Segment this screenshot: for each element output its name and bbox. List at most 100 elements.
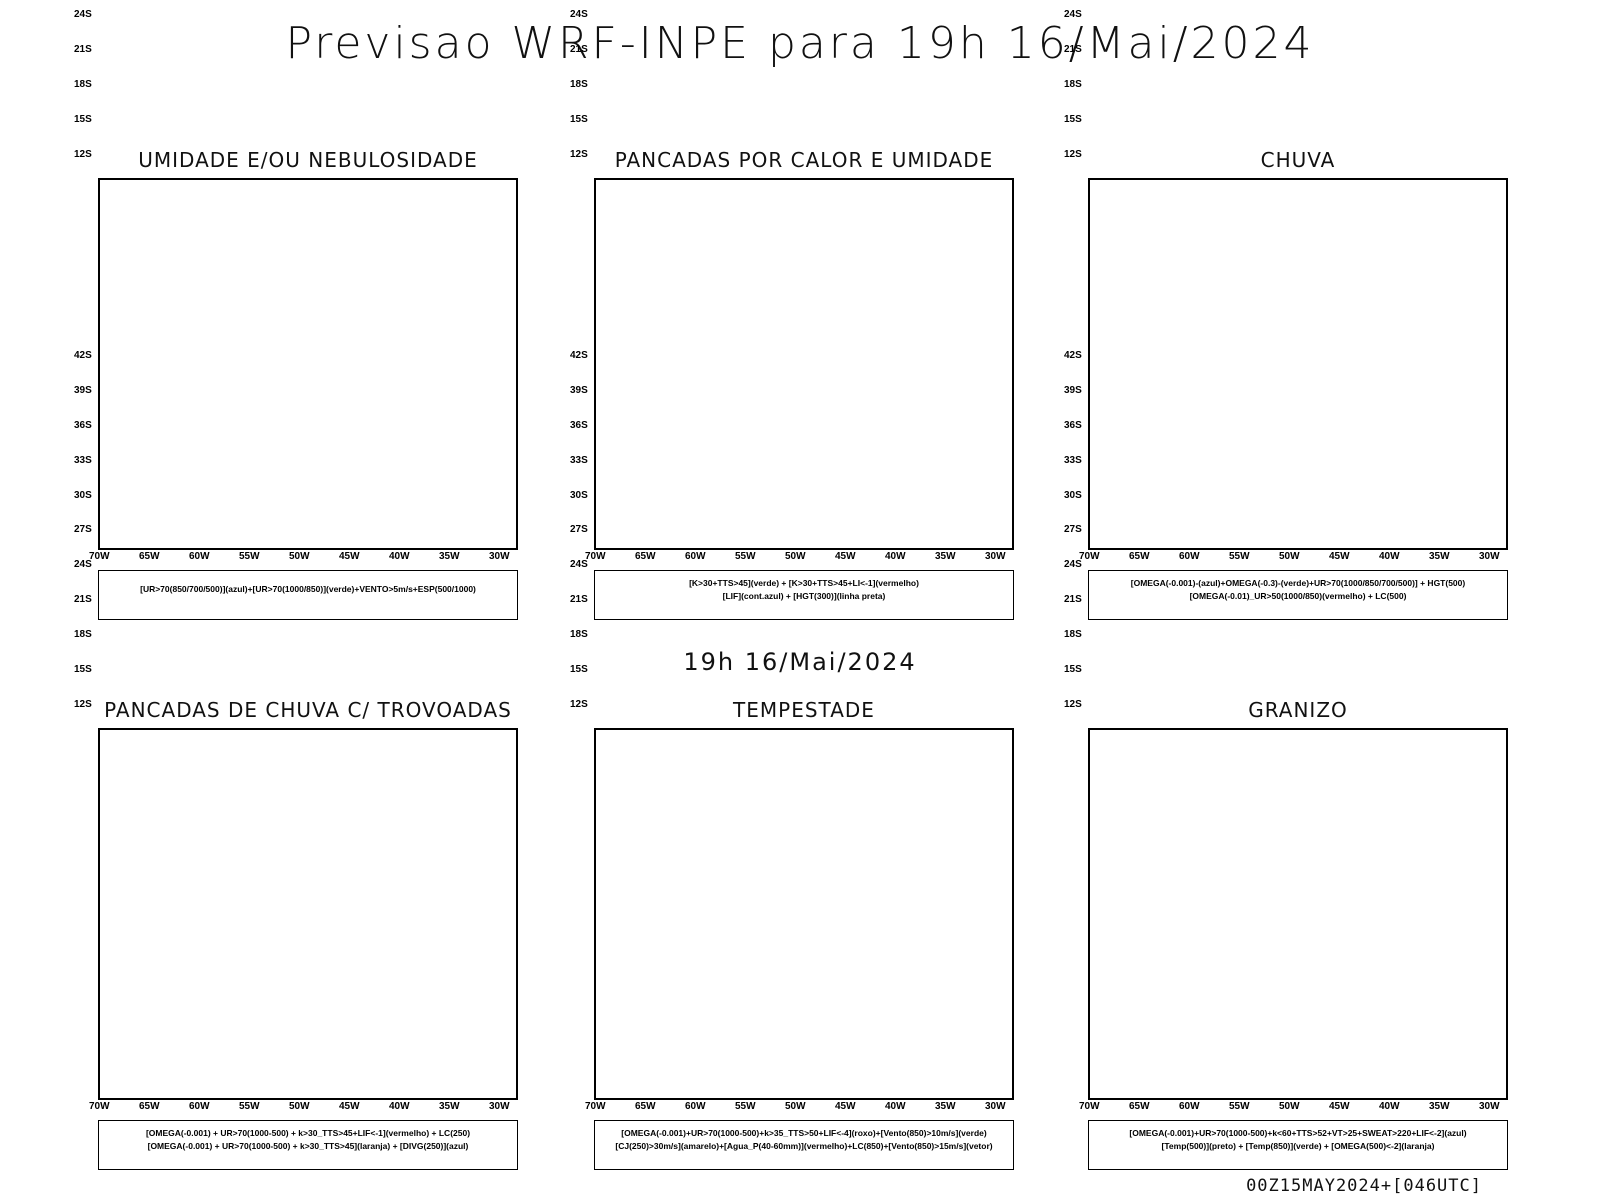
lon-tick-label: 40W	[885, 551, 906, 562]
panel-title: PANCADAS POR CALOR E UMIDADE	[614, 148, 994, 172]
lat-tick-label: 33S	[1064, 454, 1082, 466]
lat-tick-label: 12S	[1064, 148, 1082, 160]
lon-tick-label: 35W	[935, 551, 956, 562]
lat-tick-label: 18S	[1064, 629, 1082, 640]
lon-tick-label: 40W	[389, 551, 410, 562]
lat-tick-label: 42S	[74, 350, 92, 361]
legend-line: [K>30+TTS>45](verde) + [K>30+TTS>45+LI<-…	[689, 578, 919, 588]
lat-tick-label: 12S	[1064, 698, 1082, 710]
lon-tick-label: 70W	[585, 1101, 606, 1112]
lon-tick-label: 55W	[1229, 551, 1250, 562]
lon-tick-label: 35W	[439, 551, 460, 562]
lat-tick-label: 21S	[570, 594, 588, 606]
panel-legend: [UR>70(850/700/500)](azul)+[UR>70(1000/8…	[98, 570, 518, 620]
lat-tick-label: 21S	[74, 594, 92, 606]
legend-line: [OMEGA(-0.001)+UR>70(1000-500)+k<60+TTS>…	[1129, 1128, 1467, 1138]
lon-tick-label: 30W	[985, 551, 1006, 562]
lat-tick-label: 39S	[1064, 384, 1082, 396]
lat-tick-label: 15S	[74, 663, 92, 675]
lon-tick-label: 65W	[1129, 1101, 1150, 1112]
lat-tick-label: 12S	[74, 698, 92, 710]
map-canvas: 1016101210121008101210165765705645585525…	[100, 180, 516, 548]
lon-tick-label: 40W	[1379, 1101, 1400, 1112]
lat-tick-label: 12S	[74, 148, 92, 160]
lon-tick-label: 55W	[735, 1101, 756, 1112]
lat-tick-label: 21S	[1064, 594, 1082, 606]
legend-line: [OMEGA(-0.001)-(azul)+OMEGA(-0.3)-(verde…	[1130, 578, 1466, 588]
run-info: 00Z15MAY2024+[046UTC]	[1246, 1176, 1482, 1196]
lat-tick-label: 24S	[570, 9, 588, 21]
lon-tick-label: 35W	[935, 1101, 956, 1112]
lat-tick-label: 24S	[1064, 559, 1082, 571]
lon-tick-label: 35W	[439, 1101, 460, 1112]
lon-tick-label: 40W	[1379, 551, 1400, 562]
lon-tick-label: 70W	[89, 1101, 110, 1112]
lon-tick-label: 50W	[1279, 551, 1300, 562]
lon-tick-label: 65W	[139, 551, 160, 562]
legend-line: [OMEGA(-0.001) + UR>70(1000-500) + k>30_…	[145, 1128, 471, 1138]
lon-tick-label: 30W	[985, 1101, 1006, 1112]
lon-tick-label: 40W	[885, 1101, 906, 1112]
lat-tick-label: 33S	[570, 454, 588, 466]
lat-tick-label: 27S	[570, 524, 588, 536]
panel-legend: [OMEGA(-0.001) + UR>70(1000-500) + k>30_…	[98, 1120, 518, 1170]
map-panel-5	[594, 728, 1014, 1100]
lat-tick-label: 42S	[1064, 350, 1082, 361]
lon-tick-label: 60W	[1179, 551, 1200, 562]
lat-tick-label: 24S	[74, 9, 92, 21]
legend-line: [OMEGA(-0.001)+UR>70(1000-500)+k>35_TTS>…	[621, 1128, 987, 1138]
lat-tick-label: 36S	[74, 419, 92, 431]
legend-line: [OMEGA(-0.001) + UR>70(1000-500) + k>30_…	[147, 1141, 469, 1151]
lat-tick-label: 12S	[570, 148, 588, 160]
lat-tick-label: 30S	[1064, 489, 1082, 501]
lat-tick-label: 24S	[1064, 9, 1082, 21]
panel-legend: [OMEGA(-0.001)+UR>70(1000-500)+k>35_TTS>…	[594, 1120, 1014, 1170]
panel-title: TEMPESTADE	[733, 698, 875, 722]
lon-tick-label: 50W	[785, 1101, 806, 1112]
lat-tick-label: 12S	[570, 698, 588, 710]
lon-tick-label: 50W	[785, 551, 806, 562]
lat-tick-label: 27S	[74, 524, 92, 536]
lon-tick-label: 55W	[239, 1101, 260, 1112]
lon-tick-label: 50W	[1279, 1101, 1300, 1112]
lat-tick-label: 15S	[570, 113, 588, 125]
panel-title: UMIDADE E/OU NEBULOSIDADE	[138, 148, 478, 172]
lat-tick-label: 36S	[1064, 419, 1082, 431]
map-panel-4	[98, 728, 518, 1100]
lon-tick-label: 55W	[735, 551, 756, 562]
lat-tick-label: 33S	[74, 454, 92, 466]
map-canvas	[100, 730, 516, 1098]
lon-tick-label: 45W	[1329, 551, 1350, 562]
lon-tick-label: 35W	[1429, 1101, 1450, 1112]
lon-tick-label: 60W	[189, 551, 210, 562]
legend-line: [UR>70(850/700/500)](azul)+[UR>70(1000/8…	[140, 584, 476, 594]
lat-tick-label: 15S	[74, 113, 92, 125]
lon-tick-label: 65W	[635, 1101, 656, 1112]
lat-tick-label: 21S	[1064, 44, 1082, 56]
map-panel-2: 9680968096809680960096809680960096009520…	[594, 178, 1014, 550]
lat-tick-label: 18S	[74, 79, 92, 90]
lon-tick-label: 50W	[289, 551, 310, 562]
lon-tick-label: 60W	[189, 1101, 210, 1112]
lon-tick-label: 35W	[1429, 551, 1450, 562]
lon-tick-label: 40W	[389, 1101, 410, 1112]
lat-tick-label: 42S	[570, 350, 588, 361]
lat-tick-label: 15S	[570, 663, 588, 675]
lon-tick-label: 70W	[89, 551, 110, 562]
lon-tick-label: 55W	[239, 551, 260, 562]
lat-tick-label: 21S	[570, 44, 588, 56]
lat-tick-label: 24S	[74, 559, 92, 571]
lon-tick-label: 45W	[1329, 1101, 1350, 1112]
lon-tick-label: 55W	[1229, 1101, 1250, 1112]
page-title: Previsao WRF-INPE para 19h 16/Mai/2024	[285, 18, 1315, 69]
lon-tick-label: 30W	[1479, 551, 1500, 562]
lon-tick-label: 45W	[339, 1101, 360, 1112]
lat-tick-label: 24S	[570, 559, 588, 571]
lon-tick-label: 45W	[835, 551, 856, 562]
panel-legend: [OMEGA(-0.001)+UR>70(1000-500)+k<60+TTS>…	[1088, 1120, 1508, 1170]
lon-tick-label: 60W	[685, 1101, 706, 1112]
legend-line: [CJ(250)>30m/s](amarelo)+[Agua_P(40-60mm…	[615, 1141, 993, 1151]
lon-tick-label: 50W	[289, 1101, 310, 1112]
lat-tick-label: 15S	[1064, 663, 1082, 675]
lon-tick-label: 65W	[139, 1101, 160, 1112]
